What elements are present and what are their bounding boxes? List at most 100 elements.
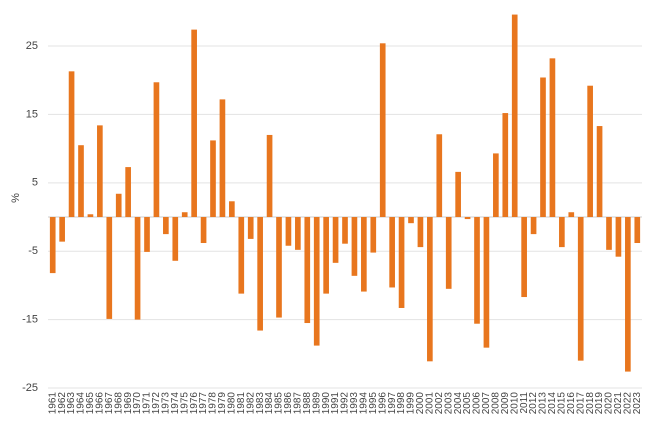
bar: [97, 125, 103, 218]
y-tick-label: -15: [22, 314, 38, 326]
x-tick-label: 2023: [632, 392, 643, 415]
bar: [285, 217, 292, 246]
bar: [445, 217, 452, 289]
bar: [625, 217, 631, 372]
bar: [502, 113, 509, 218]
x-tick-label: 2002: [434, 392, 445, 415]
bar: [78, 145, 84, 218]
x-tick-label: 2008: [490, 392, 501, 415]
bar: [295, 217, 301, 250]
x-tick-label: 1975: [179, 392, 190, 415]
bar: [540, 77, 546, 218]
y-tick-label: 25: [26, 40, 38, 52]
x-tick-label: 1981: [236, 392, 247, 415]
x-tick-label: 1967: [104, 392, 115, 415]
x-tick-label: 1992: [340, 392, 351, 415]
bar: [408, 217, 414, 224]
x-tick-label: 1995: [368, 392, 379, 415]
x-tick-label: 1964: [76, 392, 87, 415]
x-tick-label: 1988: [302, 392, 313, 415]
x-tick-label: 1997: [387, 392, 398, 415]
bar: [530, 217, 537, 235]
x-tick-label: 1983: [255, 392, 266, 415]
y-tick-label: 15: [26, 108, 38, 120]
bar: [49, 217, 56, 274]
x-tick-label: 1990: [321, 392, 332, 415]
bar: [436, 134, 443, 218]
bar: [474, 217, 480, 324]
bar: [417, 217, 424, 248]
x-tick-label: 1968: [113, 392, 124, 415]
y-axis-label: %: [10, 193, 22, 203]
x-tick-label: 2004: [453, 392, 464, 415]
x-tick-label: 2009: [500, 392, 511, 415]
x-tick-label: 2010: [509, 392, 520, 415]
x-tick-label: 1972: [151, 392, 162, 415]
x-tick-label: 1996: [377, 392, 388, 415]
bar: [134, 217, 141, 320]
x-tick-label: 1993: [349, 392, 360, 415]
bar: [379, 43, 386, 218]
bar: [483, 217, 490, 348]
bar: [59, 217, 65, 242]
bar: [125, 167, 131, 218]
bar: [493, 153, 499, 218]
x-tick-label: 2013: [538, 392, 549, 415]
bar: [521, 217, 527, 298]
y-tick-label: -25: [22, 382, 38, 394]
x-tick-label: 1970: [132, 392, 143, 415]
bar: [389, 217, 395, 288]
bar: [266, 134, 273, 218]
x-tick-label: 2006: [472, 392, 483, 415]
bar: [229, 201, 235, 218]
y-tick-label: 5: [32, 177, 38, 189]
bar: [398, 217, 405, 308]
bar: [511, 14, 518, 218]
bar: [351, 217, 358, 276]
x-tick-label: 2017: [575, 392, 586, 415]
x-tick-label: 2011: [519, 392, 530, 414]
x-tick-label: 1963: [66, 392, 77, 415]
bar: [313, 217, 320, 346]
bar: [238, 217, 245, 294]
x-tick-label: 1998: [396, 392, 407, 415]
bar: [106, 217, 113, 319]
x-tick-label: 1961: [47, 392, 58, 415]
x-tick-label: 1969: [123, 392, 134, 415]
bar: [615, 217, 622, 257]
x-tick-label: 2007: [481, 392, 492, 415]
x-tick-label: 1999: [406, 392, 417, 415]
bar: [559, 217, 565, 248]
bar: [115, 193, 122, 218]
bar: [181, 212, 188, 218]
bar: [606, 217, 612, 250]
x-tick-label: 1987: [292, 392, 303, 415]
bar: [323, 217, 329, 294]
x-tick-label: 1986: [283, 392, 294, 415]
bar: [87, 214, 94, 218]
bar: [219, 99, 226, 218]
x-tick-label: 2001: [424, 392, 435, 415]
bar: [549, 58, 556, 218]
bar: [361, 217, 367, 292]
bar: [172, 217, 179, 261]
x-tick-label: 2020: [604, 392, 615, 415]
x-tick-label: 2005: [462, 392, 473, 415]
x-tick-label: 1962: [57, 392, 68, 415]
bar: [568, 212, 575, 218]
bar: [68, 71, 75, 218]
bar: [577, 217, 584, 361]
bar: [276, 217, 282, 318]
x-tick-label: 2018: [585, 392, 596, 415]
bar: [332, 217, 339, 263]
bar: [304, 217, 311, 324]
bar: [370, 217, 377, 253]
bar: [153, 82, 160, 218]
x-tick-label: 1966: [94, 392, 105, 415]
x-tick-label: 1979: [217, 392, 228, 415]
bar: [200, 217, 207, 244]
x-tick-label: 1980: [226, 392, 237, 415]
x-tick-label: 2015: [556, 392, 567, 415]
x-tick-label: 1976: [189, 392, 200, 415]
